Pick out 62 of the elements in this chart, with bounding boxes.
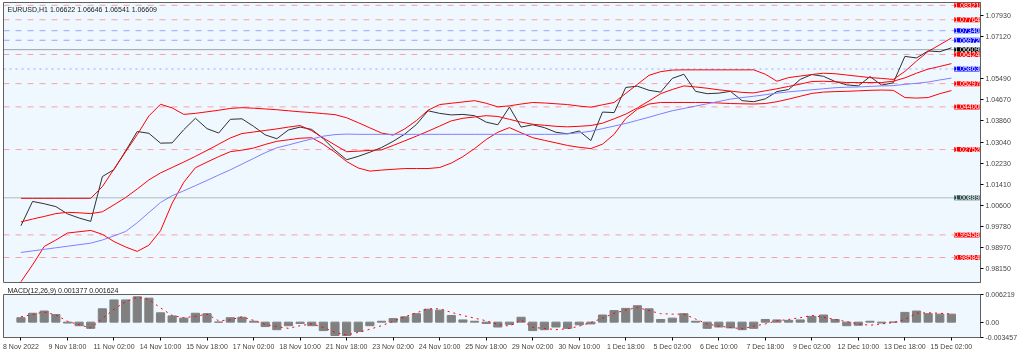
bar: [946, 313, 956, 323]
bar: [597, 314, 608, 323]
bar: [167, 315, 177, 323]
line-series: [20, 296, 952, 336]
bar: [551, 321, 561, 328]
bar: [260, 321, 270, 328]
bar: [144, 297, 154, 323]
bar: [423, 308, 433, 323]
bar: [725, 321, 736, 329]
bar: [632, 305, 642, 323]
bar: [283, 321, 294, 327]
bar: [760, 318, 770, 323]
bar: [97, 308, 107, 323]
bar: [39, 310, 49, 323]
bar: [435, 309, 445, 323]
bar: [400, 316, 410, 323]
bar: [365, 321, 375, 327]
bar: [190, 312, 200, 323]
bar: [458, 319, 468, 323]
bar: [504, 321, 515, 325]
bar: [155, 312, 166, 323]
bar: [330, 321, 340, 336]
bar: [342, 321, 352, 336]
bar: [272, 321, 282, 331]
bar: [935, 313, 945, 323]
bar: [411, 313, 421, 323]
bar: [132, 296, 142, 323]
bar: [842, 321, 852, 327]
bar: [121, 299, 131, 323]
bar: [237, 316, 247, 323]
bar: [16, 317, 26, 323]
bar: [609, 310, 619, 323]
bar: [563, 321, 573, 329]
bar: [446, 314, 456, 323]
bar: [318, 321, 328, 332]
bar: [679, 313, 689, 323]
bar: [644, 308, 654, 323]
bar: [737, 321, 747, 331]
bar: [714, 321, 724, 328]
bar: [51, 314, 61, 323]
line-series: [20, 77, 952, 253]
bar: [109, 299, 119, 323]
bar: [795, 319, 805, 323]
bar: [74, 321, 84, 327]
bar: [574, 321, 584, 326]
bar: [807, 315, 817, 323]
bar: [28, 312, 38, 323]
bar: [900, 311, 910, 323]
bar: [911, 310, 922, 323]
bar: [818, 314, 829, 323]
bar: [86, 321, 96, 329]
bar: [667, 317, 677, 323]
bar: [923, 313, 933, 323]
bar: [656, 318, 666, 323]
bar: [539, 321, 549, 331]
bar: [702, 321, 712, 329]
bar: [621, 307, 631, 323]
bar: [749, 321, 759, 329]
bar: [528, 321, 538, 332]
bar: [353, 321, 363, 332]
bar: [179, 317, 189, 323]
bar: [202, 313, 212, 323]
